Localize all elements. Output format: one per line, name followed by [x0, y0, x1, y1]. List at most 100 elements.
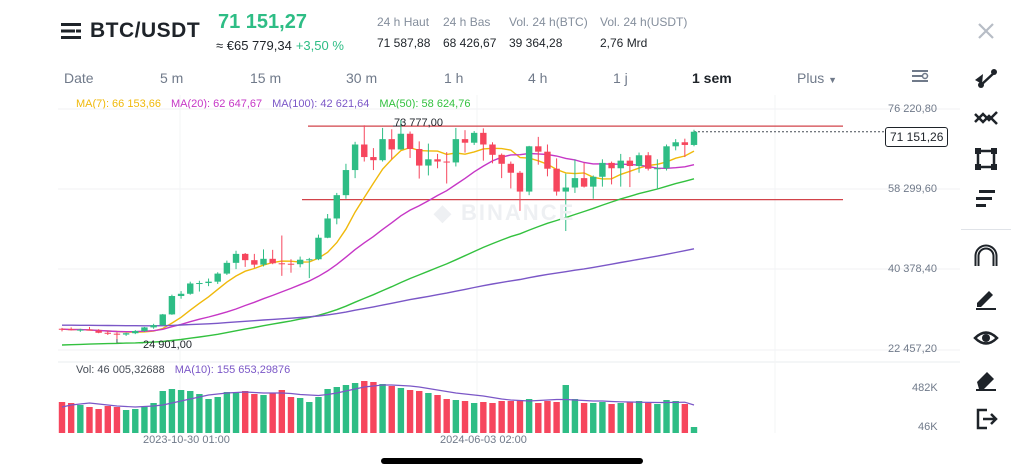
interval-tabs: Date 5 m 15 m 30 m 1 h 4 h 1 j 1 sem Plu…	[0, 60, 929, 94]
volume-bar	[525, 399, 533, 433]
volume-bar	[122, 410, 130, 433]
candle-body	[86, 329, 93, 331]
tab-30m[interactable]: 30 m	[346, 70, 378, 86]
volume-bar	[205, 399, 212, 433]
exit-icon[interactable]	[973, 406, 999, 432]
volume-bar	[434, 395, 441, 433]
ma-legend: MA(7): 66 153,66 MA(20): 62 647,67 MA(100)…	[76, 98, 480, 110]
tab-1h[interactable]: 1 h	[444, 70, 464, 86]
candlestick-chart[interactable]	[0, 0, 960, 455]
ma50-line	[61, 178, 695, 346]
candle-body	[132, 330, 139, 334]
volume-bar	[86, 407, 93, 433]
candle-body	[626, 160, 634, 167]
candle-body	[443, 161, 450, 163]
stat-label-low: 24 h Bas	[443, 15, 491, 29]
candle-body	[571, 178, 579, 188]
volume-bar	[416, 391, 423, 433]
candle-body	[150, 325, 157, 328]
volume-bar	[553, 402, 560, 433]
pair-header[interactable]: BTC/USDT	[60, 19, 200, 43]
candle-body	[223, 262, 231, 274]
candle-body	[544, 151, 551, 169]
candle-body	[232, 253, 240, 263]
stat-value-vol-usdt: 2,76 Mrd	[600, 36, 648, 50]
magnet-icon[interactable]	[973, 244, 999, 270]
volume-tick-1: 482K	[912, 382, 938, 394]
tab-1w[interactable]: 1 sem	[692, 70, 732, 86]
ma100-line	[62, 248, 695, 327]
volume-bar	[141, 407, 148, 433]
volume-bar	[470, 403, 478, 433]
menu-icon[interactable]	[60, 21, 82, 41]
volume-bar	[599, 402, 606, 433]
chart-grid	[58, 95, 960, 433]
volume-bar	[296, 398, 304, 433]
volume-bar	[461, 401, 469, 433]
candle-body	[214, 273, 221, 282]
volume-bar	[113, 407, 121, 433]
candle-body	[635, 155, 643, 167]
price-tick-1: 76 220,80	[888, 103, 937, 115]
high-annotation: 73 777,00	[394, 117, 443, 129]
tab-date[interactable]: Date	[64, 70, 94, 86]
tab-5m[interactable]: 5 m	[160, 70, 184, 86]
candle-body	[67, 329, 75, 331]
pair-name: BTC/USDT	[90, 19, 201, 42]
tab-1d[interactable]: 1 j	[613, 70, 628, 86]
candle-body	[287, 263, 295, 265]
ma50-label: MA(50): 58 624,76	[379, 98, 471, 110]
volume-bar	[406, 390, 414, 433]
candle-body	[122, 333, 130, 335]
candle-body	[187, 283, 194, 294]
pencil-icon[interactable]	[973, 285, 999, 311]
settings-icon[interactable]	[911, 68, 929, 84]
volume-bar	[104, 406, 112, 433]
chevron-down-icon: ▼	[828, 75, 838, 85]
tab-more[interactable]: Plus ▼	[797, 70, 837, 86]
stat-label-vol-btc: Vol. 24 h(BTC)	[509, 15, 588, 29]
candle-body	[159, 314, 166, 326]
volume-bar	[608, 404, 615, 433]
volume-bar	[452, 400, 460, 433]
candle-body	[672, 142, 679, 147]
candle-body	[205, 281, 212, 284]
volume-bar	[77, 405, 84, 433]
candle-body	[535, 146, 542, 152]
candle-body	[241, 253, 249, 261]
price-tick-3: 40 378,40	[888, 263, 937, 275]
volume-bars-group	[58, 381, 698, 433]
candle-body	[663, 146, 670, 169]
volume-bar	[425, 393, 432, 433]
volume-bar	[489, 403, 496, 433]
tab-4h[interactable]: 4 h	[528, 70, 548, 86]
candle-body	[342, 170, 350, 196]
trend-line-icon[interactable]	[973, 66, 999, 92]
volume-bar	[361, 381, 368, 433]
volume-bar	[681, 404, 689, 433]
moving-average-lines	[61, 146, 695, 346]
candle-body	[388, 139, 395, 150]
close-icon[interactable]	[976, 21, 996, 41]
multi-line-icon[interactable]	[973, 106, 999, 132]
eye-icon[interactable]	[973, 325, 999, 351]
candle-body	[489, 144, 496, 155]
volume-bar	[507, 401, 515, 433]
candle-body	[525, 146, 533, 192]
volume-bar	[196, 394, 203, 433]
candle-body	[260, 258, 267, 265]
volume-bar	[324, 389, 331, 433]
home-indicator	[381, 458, 643, 464]
candle-body	[177, 293, 185, 297]
eraser-icon[interactable]	[973, 366, 999, 392]
tab-15m[interactable]: 15 m	[250, 70, 282, 86]
candle-body	[434, 159, 441, 162]
volume-bar	[379, 384, 386, 433]
fib-icon[interactable]	[973, 186, 999, 212]
volume-bar	[269, 393, 276, 433]
candle-body	[470, 132, 478, 143]
candle-body	[617, 160, 624, 169]
volume-bar	[150, 403, 157, 433]
candle-body	[333, 195, 340, 219]
rectangle-icon[interactable]	[973, 146, 999, 172]
